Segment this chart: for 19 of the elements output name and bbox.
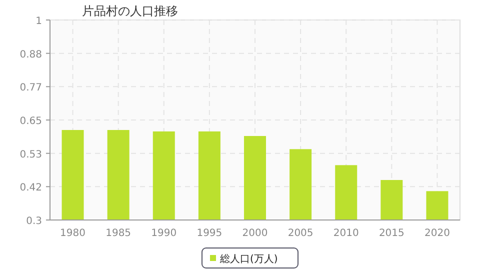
y-tick-label: 0.65: [20, 116, 42, 127]
y-tick-label: 0.42: [20, 182, 42, 194]
x-tick-label: 1995: [196, 228, 222, 239]
x-tick-label: 2020: [424, 228, 450, 239]
x-tick-label: 2000: [242, 228, 268, 239]
x-tick-label: 2005: [288, 228, 314, 239]
x-tick-label: 1990: [151, 228, 177, 239]
x-tick-label: 1980: [60, 228, 86, 239]
chart-title: 片品村の人口推移: [82, 4, 178, 18]
y-tick-label: 0.77: [20, 82, 42, 94]
x-tick-label: 2015: [378, 228, 404, 239]
legend-label: 総人口(万人): [219, 253, 278, 265]
y-tick-label: 1: [36, 16, 42, 27]
y-tick-label: 0.3: [26, 216, 42, 227]
legend: 総人口(万人): [202, 248, 298, 268]
y-tick-label: 0.53: [20, 149, 42, 160]
y-tick-label: 0.88: [20, 49, 42, 60]
x-tick-label: 2010: [333, 228, 359, 239]
x-tick-label: 1985: [106, 228, 132, 239]
